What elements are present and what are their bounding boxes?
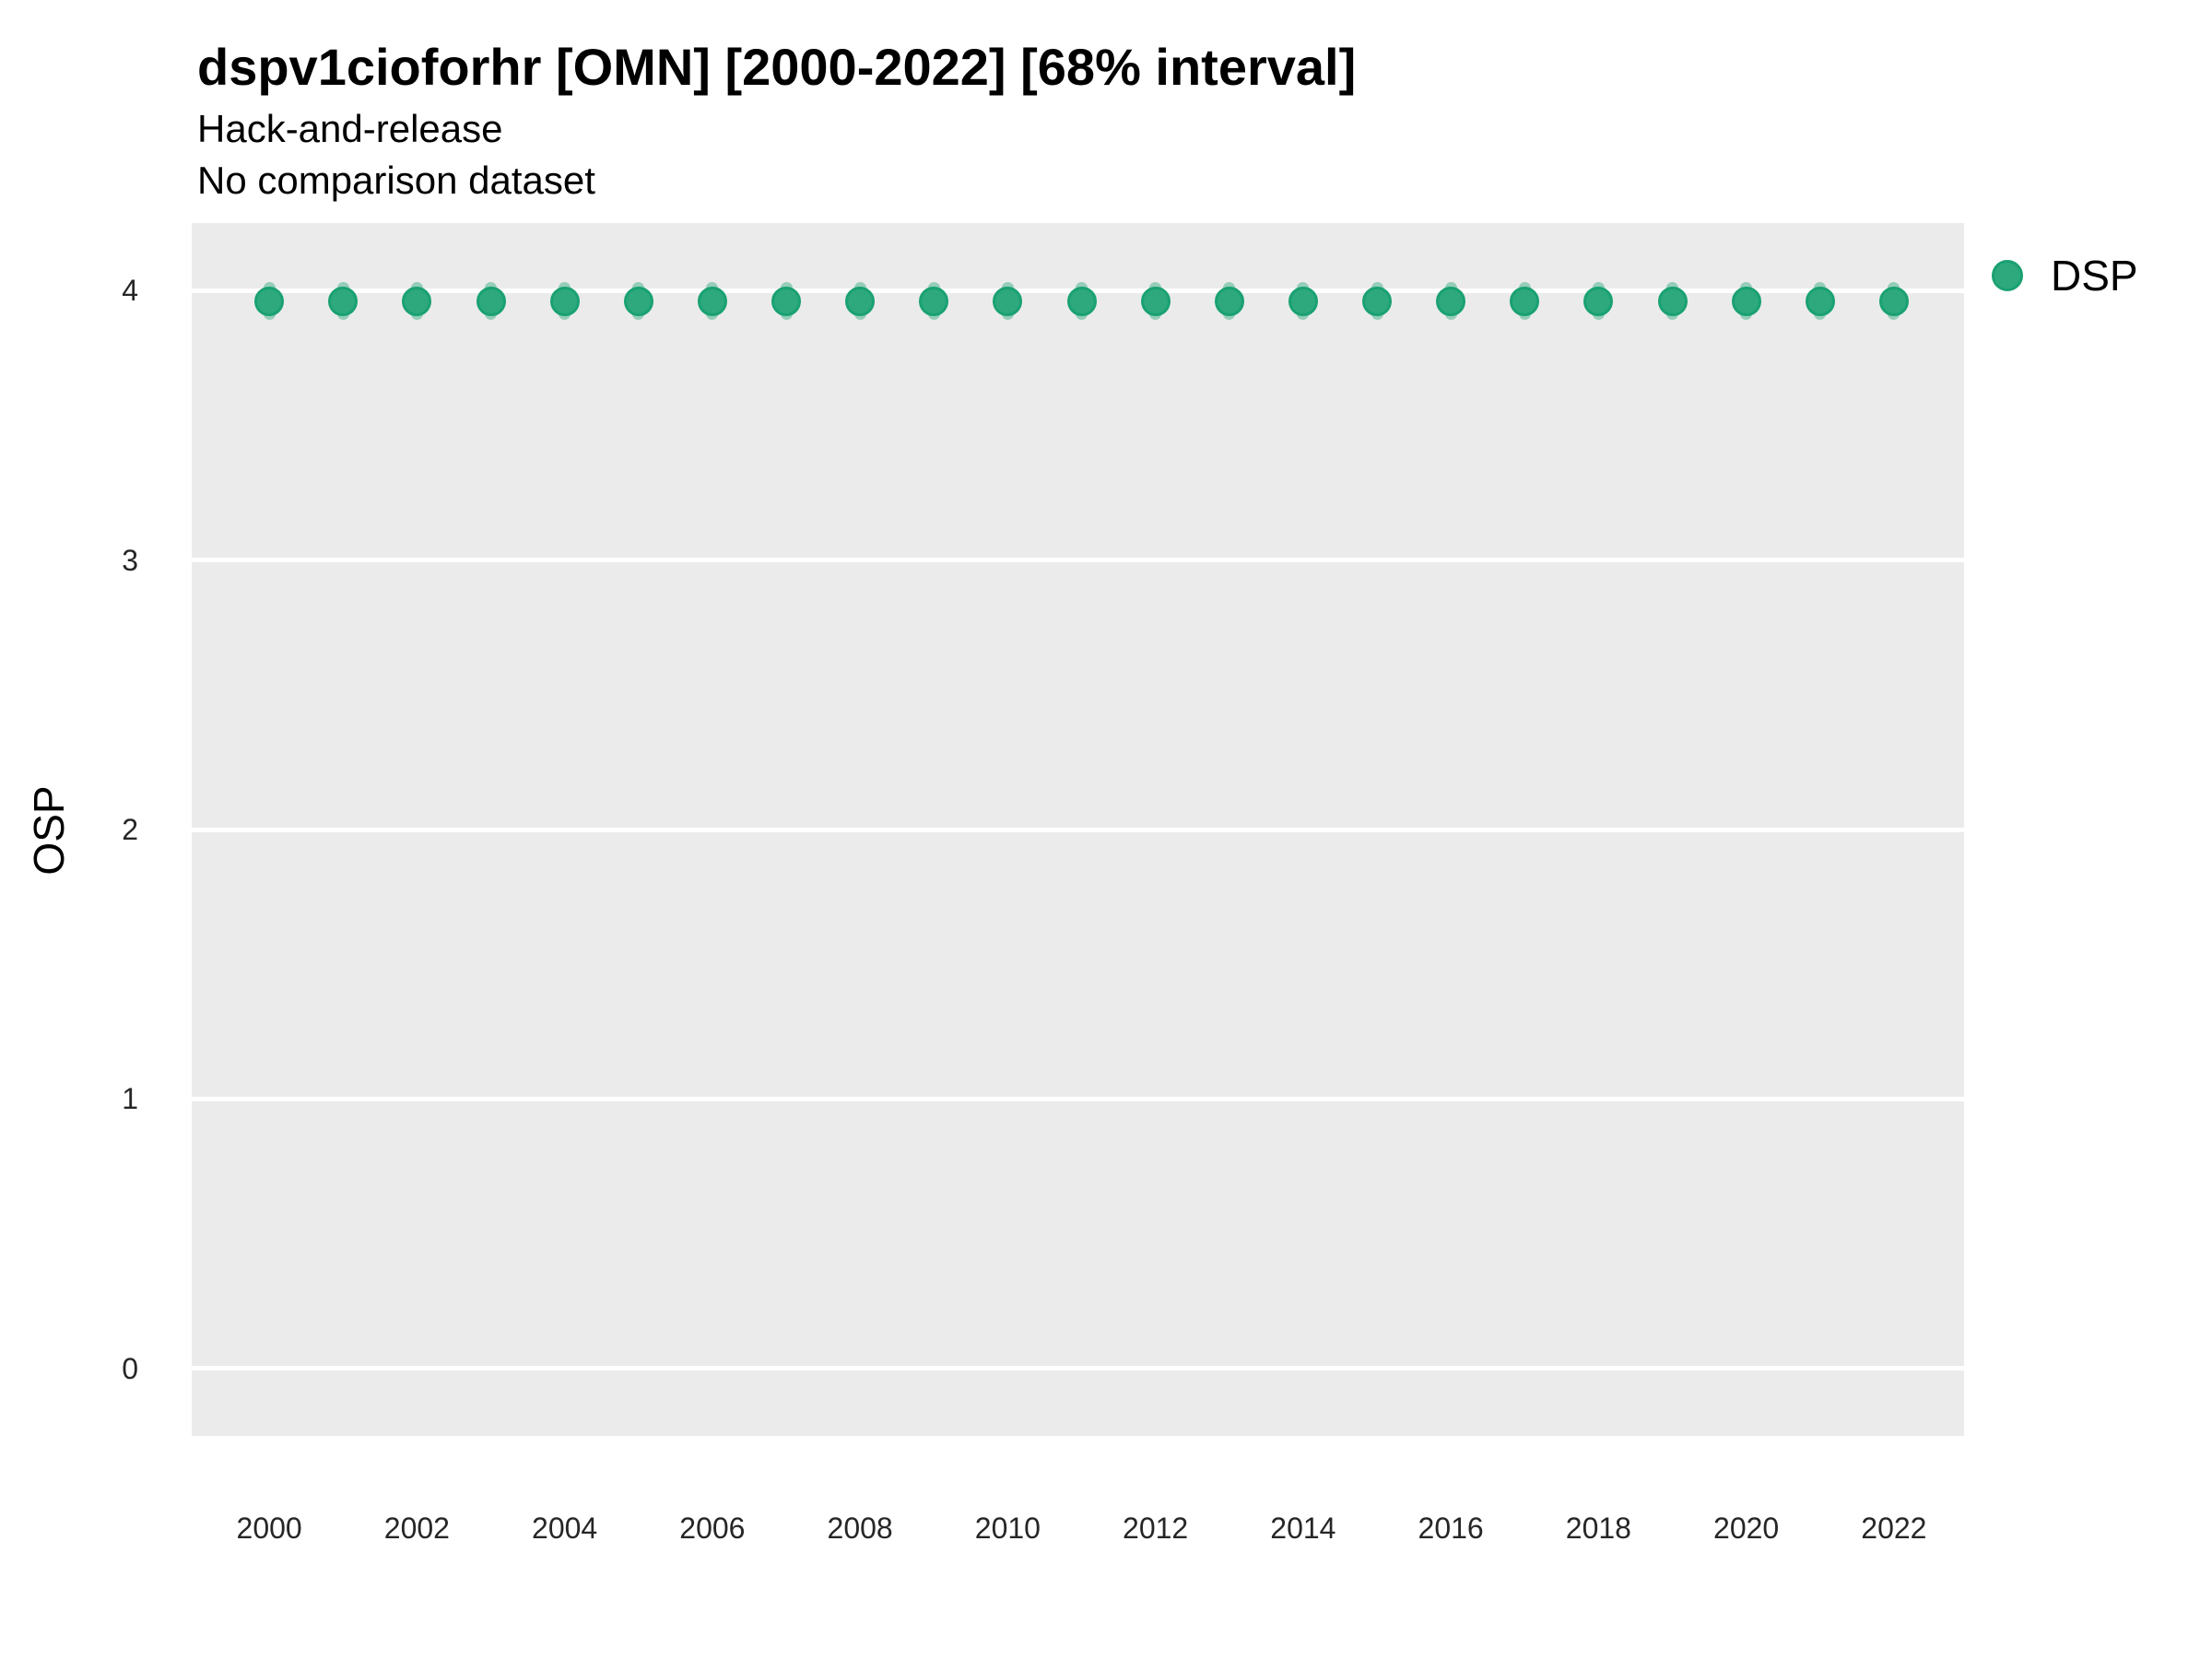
data-point-2005: [623, 286, 653, 316]
data-point-2021: [1805, 286, 1835, 316]
data-point-2022: [1878, 286, 1909, 316]
data-point-2015: [1362, 286, 1392, 316]
data-point-2000: [254, 286, 285, 316]
legend-dot-dsp: [1992, 260, 2023, 291]
data-point-2016: [1436, 286, 1466, 316]
data-point-2004: [549, 286, 580, 316]
legend: DSP: [1992, 251, 2138, 300]
gridline-y-2: [192, 827, 1964, 832]
data-point-2001: [328, 286, 359, 316]
data-point-2018: [1583, 286, 1614, 316]
x-tick-label-2016: 2016: [1418, 1512, 1484, 1545]
x-tick-label-2010: 2010: [974, 1512, 1041, 1545]
y-tick-label-3: 3: [122, 543, 138, 577]
gridline-y-3: [192, 558, 1964, 563]
data-point-2003: [476, 286, 506, 316]
data-point-2012: [1140, 286, 1171, 316]
chart-comparison-note: No comparison dataset: [197, 159, 595, 202]
data-point-2010: [993, 286, 1023, 316]
x-tick-label-2006: 2006: [679, 1512, 746, 1545]
plot-panel: [192, 223, 1964, 1436]
data-point-2014: [1288, 286, 1318, 316]
x-tick-label-2002: 2002: [383, 1512, 450, 1545]
data-point-2007: [771, 286, 801, 316]
x-tick-label-2022: 2022: [1861, 1512, 1927, 1545]
x-tick-label-2018: 2018: [1565, 1512, 1631, 1545]
data-point-2002: [402, 286, 432, 316]
y-tick-label-1: 1: [122, 1082, 138, 1116]
data-point-2008: [845, 286, 876, 316]
data-point-2017: [1510, 286, 1540, 316]
data-point-2009: [919, 286, 949, 316]
x-tick-label-2020: 2020: [1713, 1512, 1780, 1545]
data-point-2020: [1731, 286, 1761, 316]
legend-label-dsp: DSP: [2051, 252, 2138, 300]
x-tick-label-2004: 2004: [532, 1512, 598, 1545]
gridline-y-0: [192, 1366, 1964, 1371]
x-tick-label-2012: 2012: [1123, 1512, 1189, 1545]
data-point-2013: [1214, 286, 1244, 316]
x-tick-label-2008: 2008: [827, 1512, 893, 1545]
x-tick-label-2014: 2014: [1270, 1512, 1336, 1545]
x-tick-label-2000: 2000: [236, 1512, 302, 1545]
data-point-2019: [1657, 286, 1688, 316]
chart-subtitle: Hack-and-release: [197, 107, 503, 150]
y-tick-label-2: 2: [122, 813, 138, 846]
y-tick-label-0: 0: [122, 1351, 138, 1385]
chart-title: dspv1cioforhr [OMN] [2000-2022] [68% int…: [197, 38, 1357, 96]
data-point-2006: [697, 286, 727, 316]
y-tick-label-4: 4: [122, 274, 138, 308]
gridline-y-1: [192, 1096, 1964, 1101]
data-point-2011: [1066, 286, 1097, 316]
